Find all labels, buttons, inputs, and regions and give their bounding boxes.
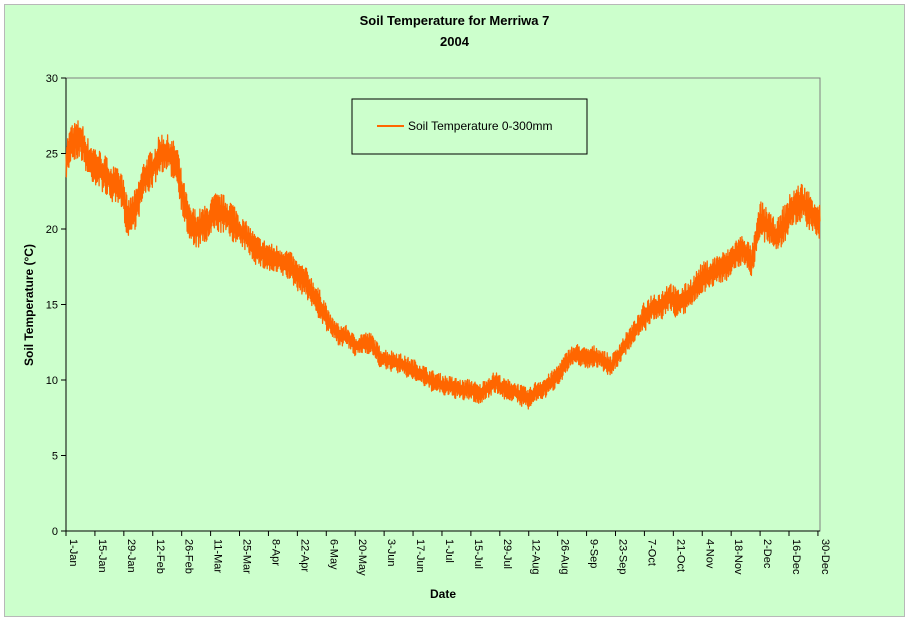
y-tick-label: 30 <box>46 73 58 85</box>
y-tick-label: 25 <box>46 149 58 161</box>
x-tick-label: 2-Dec <box>761 539 773 569</box>
x-tick-label: 17-Jun <box>414 539 426 573</box>
x-tick-label: 23-Sep <box>616 539 628 574</box>
x-tick-label: 15-Jan <box>96 539 108 573</box>
x-tick-label: 4-Nov <box>703 539 715 569</box>
legend-label: Soil Temperature 0-300mm <box>408 119 553 133</box>
x-tick-label: 16-Dec <box>790 539 802 575</box>
x-tick-label: 26-Aug <box>559 539 571 574</box>
y-tick-label: 15 <box>46 300 58 312</box>
x-tick-label: 20-May <box>356 539 368 576</box>
x-tick-label: 11-Mar <box>212 539 224 573</box>
chart-area: Soil Temperature for Merriwa 7 2004 0 5 10… <box>4 4 905 617</box>
x-tick-label: 15-Jul <box>472 539 484 569</box>
line-chart: 0 5 10 15 20 25 30 1-Jan 15-Jan 29-Jan 12-Feb 26-F… <box>22 73 831 601</box>
x-tick-label: 22-Apr <box>298 539 310 572</box>
y-tick-label: 5 <box>52 451 58 463</box>
x-tick-label: 1-Jul <box>443 539 455 563</box>
legend: Soil Temperature 0-300mm <box>351 98 588 155</box>
x-ticks: 1-Jan 15-Jan 29-Jan 12-Feb 26-Feb 11-Mar 25-Ma… <box>65 531 831 576</box>
series-line <box>65 120 821 410</box>
x-tick-label: 30-Dec <box>819 539 831 575</box>
x-tick-label: 3-Jun <box>385 539 397 567</box>
y-axis-label: Soil Temperature (°C) <box>22 244 36 366</box>
x-tick-label: 12-Feb <box>154 539 166 574</box>
x-tick-label: 29-Jan <box>125 539 137 573</box>
x-tick-label: 9-Sep <box>588 539 600 568</box>
x-tick-label: 8-Apr <box>269 539 281 566</box>
series-layer <box>65 120 821 410</box>
x-tick-label: 21-Oct <box>674 539 686 572</box>
x-tick-label: 6-May <box>327 539 339 570</box>
x-tick-label: 25-Mar <box>241 539 253 574</box>
x-tick-label: 12-Aug <box>530 539 542 574</box>
x-tick-label: 26-Feb <box>183 539 195 574</box>
x-tick-label: 18-Nov <box>732 539 744 575</box>
y-tick-label: 20 <box>46 224 58 236</box>
x-axis-label: Date <box>430 587 456 601</box>
chart-title: Soil Temperature for Merriwa 7 <box>359 13 550 28</box>
chart-subtitle: 2004 <box>440 34 469 49</box>
x-tick-label: 7-Oct <box>645 539 657 566</box>
x-tick-label: 1-Jan <box>67 539 79 567</box>
y-tick-label: 10 <box>46 375 58 387</box>
x-tick-label: 29-Jul <box>501 539 513 569</box>
y-ticks: 0 5 10 15 20 25 30 <box>46 73 66 538</box>
y-tick-label: 0 <box>52 526 58 538</box>
